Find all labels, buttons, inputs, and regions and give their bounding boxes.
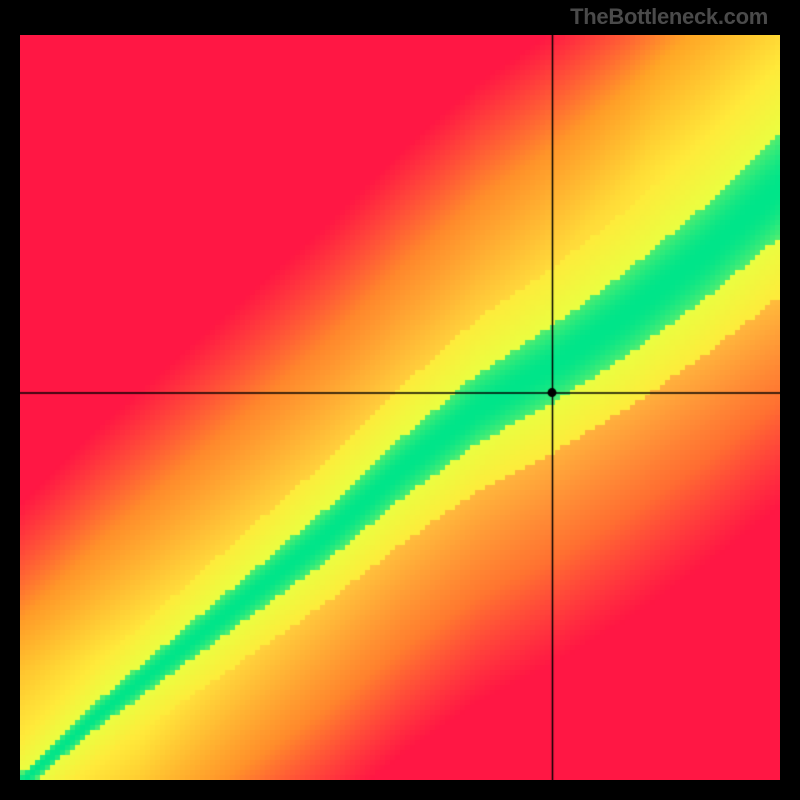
heatmap-canvas bbox=[20, 35, 780, 780]
chart-container: TheBottleneck.com bbox=[0, 0, 800, 800]
watermark-text: TheBottleneck.com bbox=[570, 4, 768, 30]
heatmap-plot-area bbox=[20, 35, 780, 780]
